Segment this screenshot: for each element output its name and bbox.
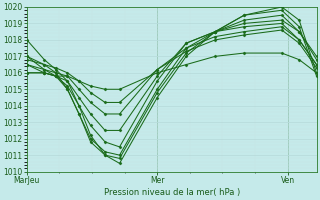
- X-axis label: Pression niveau de la mer( hPa ): Pression niveau de la mer( hPa ): [104, 188, 240, 197]
